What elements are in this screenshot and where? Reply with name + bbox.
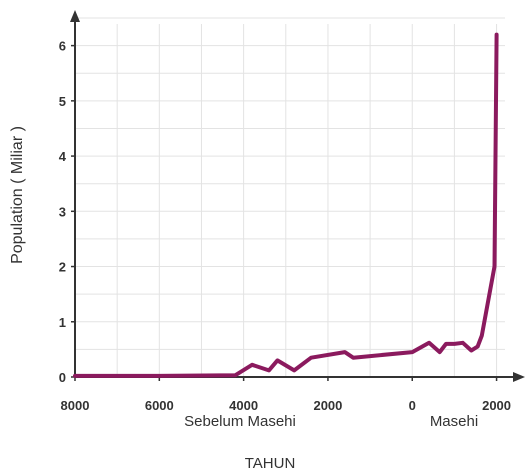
x-tick-label: 6000 — [145, 398, 174, 413]
x-axis-arrow-icon — [513, 372, 525, 382]
era-label-bc: Sebelum Masehi — [184, 413, 296, 430]
y-tick-label: 5 — [59, 94, 66, 109]
grid — [74, 17, 505, 377]
y-tick-label: 0 — [59, 370, 66, 385]
x-tick-label: 4000 — [229, 398, 258, 413]
x-tick-label: 2000 — [482, 398, 511, 413]
y-tick-label: 4 — [59, 149, 67, 164]
y-tick-label: 2 — [59, 260, 66, 275]
axes — [70, 10, 525, 382]
x-tick-label: 8000 — [61, 398, 90, 413]
ticks: 0 1 2 3 4 5 6 8000 6000 4000 2000 0 2000 — [59, 39, 511, 413]
y-axis-arrow-icon — [70, 10, 80, 22]
y-tick-label: 3 — [59, 204, 66, 219]
y-tick-label: 1 — [59, 315, 66, 330]
y-tick-label: 6 — [59, 39, 66, 54]
population-line — [73, 32, 499, 378]
x-axis-label: TAHUN — [245, 455, 296, 472]
x-tick-label: 2000 — [313, 398, 342, 413]
era-label-ad: Masehi — [430, 413, 478, 430]
x-tick-label: 0 — [409, 398, 416, 413]
series — [73, 32, 499, 378]
y-axis-label: Population ( Miliar ) — [9, 126, 26, 264]
